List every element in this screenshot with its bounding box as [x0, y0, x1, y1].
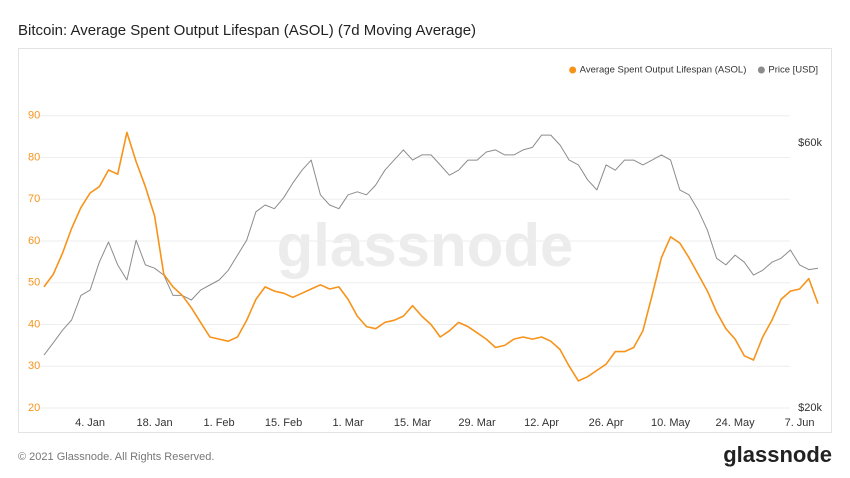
- y-tick-label: 30: [28, 360, 40, 372]
- y-tick-label: 60: [28, 235, 40, 247]
- y-tick-label: 40: [28, 318, 40, 330]
- x-tick-label: 26. Apr: [589, 417, 624, 429]
- x-tick-label: 10. May: [651, 417, 691, 429]
- y2-tick-label: $60k: [798, 137, 822, 149]
- y-tick-label: 70: [28, 193, 40, 205]
- series-line: [43, 134, 819, 356]
- chart-title: Bitcoin: Average Spent Output Lifespan (…: [18, 22, 476, 39]
- x-tick-label: 7. Jun: [785, 417, 815, 429]
- x-tick-label: 18. Jan: [137, 417, 173, 429]
- x-tick-label: 1. Mar: [332, 417, 364, 429]
- watermark: glassnode: [277, 212, 574, 279]
- y2-tick-label: $20k: [798, 402, 822, 414]
- x-tick-label: 29. Mar: [458, 417, 496, 429]
- logo: glassnode: [723, 442, 832, 467]
- y-tick-label: 50: [28, 277, 40, 289]
- copyright: © 2021 Glassnode. All Rights Reserved.: [18, 451, 214, 463]
- x-tick-label: 12. Apr: [524, 417, 559, 429]
- legend-marker: [569, 66, 577, 74]
- series-line: [43, 131, 819, 382]
- x-tick-label: 15. Mar: [394, 417, 432, 429]
- y-tick-label: 20: [28, 402, 40, 414]
- x-tick-label: 4. Jan: [75, 417, 105, 429]
- y-tick-label: 80: [28, 151, 40, 163]
- x-tick-label: 24. May: [716, 417, 756, 429]
- y-tick-label: 90: [28, 110, 40, 122]
- x-tick-label: 15. Feb: [265, 417, 302, 429]
- x-tick-label: 1. Feb: [203, 417, 234, 429]
- legend-label: Price [USD]: [768, 65, 818, 76]
- legend-marker: [757, 66, 765, 74]
- legend-label: Average Spent Output Lifespan (ASOL): [580, 65, 747, 76]
